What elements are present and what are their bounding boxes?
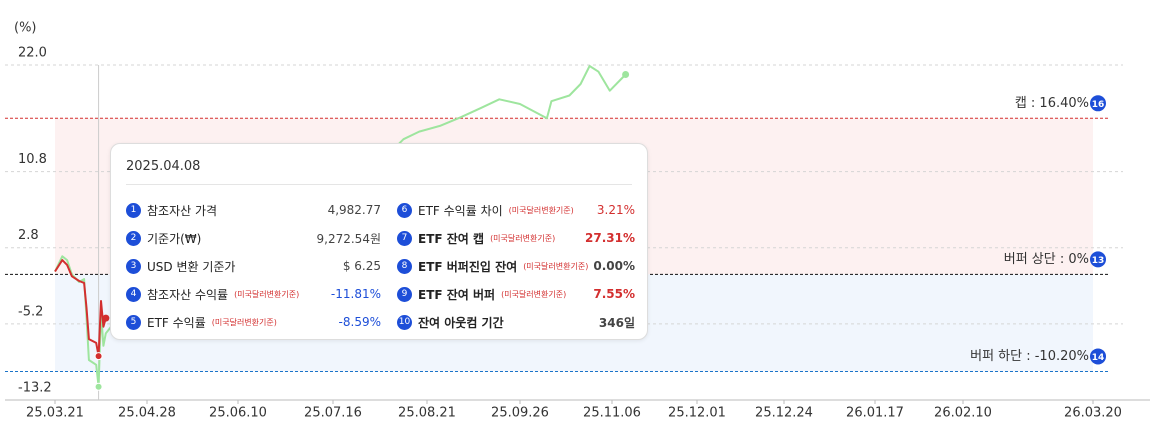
row-value: 9,272.54원	[316, 231, 381, 246]
row-badge: 1	[126, 202, 141, 218]
reference-label: 버퍼 상단 : 0%	[1004, 252, 1089, 267]
reference-badge-text: 14	[1092, 353, 1105, 363]
tooltip-row: 6 ETF 수익률 차이 (미국달러변환기준) 3.21%	[397, 200, 635, 220]
row-label: 기준가(₩)	[147, 231, 202, 246]
tooltip-row: 2 기준가(₩) 9,272.54원	[126, 228, 381, 248]
row-badge: 4	[126, 286, 141, 302]
tooltip-row: 1 참조자산 가격 4,982.77	[126, 200, 381, 220]
x-tick-label: 26.02.10	[934, 406, 992, 421]
y-tick-label: -5.2	[18, 304, 43, 319]
x-tick-label: 25.12.24	[755, 406, 813, 421]
row-label: ETF 수익률 차이	[418, 203, 503, 218]
tooltip-row: 5 ETF 수익률 (미국달러변환기준) -8.59%	[126, 312, 381, 332]
row-note: (미국달러변환기준)	[508, 205, 574, 215]
row-badge: 2	[126, 230, 141, 246]
x-tick-label: 25.06.10	[209, 406, 267, 421]
row-value: 0.00%	[593, 259, 635, 273]
tooltip-separator	[126, 184, 632, 185]
tooltip-row: 8 ETF 버퍼진입 잔여 (미국달러변환기준) 0.00%	[397, 256, 635, 276]
row-value: $ 6.25	[342, 259, 381, 273]
y-unit: (%)	[14, 21, 37, 36]
tooltip-row: 3 USD 변환 기준가 $ 6.25	[126, 256, 381, 276]
row-label: 참조자산 수익률	[147, 287, 229, 302]
row-badge: 6	[397, 202, 412, 218]
row-note: (미국달러변환기준)	[501, 289, 567, 299]
row-value: -11.81%	[330, 287, 381, 301]
tooltip-row: 7 ETF 잔여 캡 (미국달러변환기준) 27.31%	[397, 228, 635, 248]
row-badge: 8	[397, 258, 412, 274]
row-label: ETF 버퍼진입 잔여	[418, 259, 518, 274]
row-badge: 7	[397, 230, 412, 246]
row-note: (미국달러변환기준)	[234, 289, 300, 299]
tooltip: 2025.04.08 1 참조자산 가격 4,982.77 2 기준가(₩) 9,272.…	[110, 143, 648, 340]
row-label: 잔여 아웃컴 기간	[418, 315, 504, 330]
row-value: 346일	[598, 315, 635, 330]
row-label: ETF 잔여 캡	[418, 231, 485, 246]
row-label: ETF 수익률	[147, 315, 206, 330]
x-tick-label: 26.01.17	[846, 406, 904, 421]
row-badge: 9	[397, 286, 412, 302]
tooltip-date: 2025.04.08	[126, 159, 201, 174]
row-value: 4,982.77	[327, 203, 381, 217]
end-dot	[102, 314, 110, 322]
row-badge: 10	[397, 314, 412, 330]
row-value: 7.55%	[593, 287, 635, 301]
x-tick-label: 26.03.20	[1064, 406, 1122, 421]
row-label: USD 변환 기준가	[147, 259, 236, 274]
reference-label: 버퍼 하단 : -10.20%	[970, 349, 1089, 364]
x-tick-label: 25.09.26	[491, 406, 549, 421]
row-note: (미국달러변환기준)	[211, 317, 277, 327]
x-tick-label: 25.07.16	[304, 406, 362, 421]
row-value: 3.21%	[596, 203, 635, 217]
x-tick-label: 25.11.06	[583, 406, 641, 421]
reference-label: 캡 : 16.40%	[1015, 96, 1089, 111]
row-label: ETF 잔여 버퍼	[418, 287, 496, 302]
y-tick-label: 2.8	[18, 228, 39, 243]
hover-dot	[94, 352, 103, 361]
row-note: (미국달러변환기준)	[523, 261, 589, 271]
y-tick-label: -13.2	[18, 381, 52, 396]
y-tick-label: 22.0	[18, 46, 47, 61]
series-line	[54, 259, 107, 358]
row-value: 27.31%	[585, 231, 635, 245]
reference-badge	[1090, 348, 1106, 365]
tooltip-row: 4 참조자산 수익률 (미국달러변환기준) -11.81%	[126, 284, 381, 304]
hover-dot	[94, 382, 103, 391]
row-label: 참조자산 가격	[147, 203, 218, 218]
x-tick-label: 25.04.28	[118, 406, 176, 421]
tooltip-row: 10 잔여 아웃컴 기간 346일	[397, 312, 635, 332]
row-badge: 3	[126, 258, 141, 274]
row-value: -8.59%	[338, 315, 381, 329]
row-badge: 5	[126, 314, 141, 330]
reference-badge	[1090, 251, 1106, 268]
tooltip-row: 9 ETF 잔여 버퍼 (미국달러변환기준) 7.55%	[397, 284, 635, 304]
reference-badge	[1090, 95, 1106, 112]
reference-badge-text: 13	[1092, 256, 1105, 266]
x-tick-label: 25.03.21	[26, 406, 84, 421]
y-tick-label: 10.8	[18, 152, 47, 167]
end-dot	[622, 71, 630, 79]
x-tick-label: 25.12.01	[668, 406, 726, 421]
row-note: (미국달러변환기준)	[490, 233, 556, 243]
x-tick-label: 25.08.21	[398, 406, 456, 421]
reference-badge-text: 16	[1092, 100, 1105, 110]
